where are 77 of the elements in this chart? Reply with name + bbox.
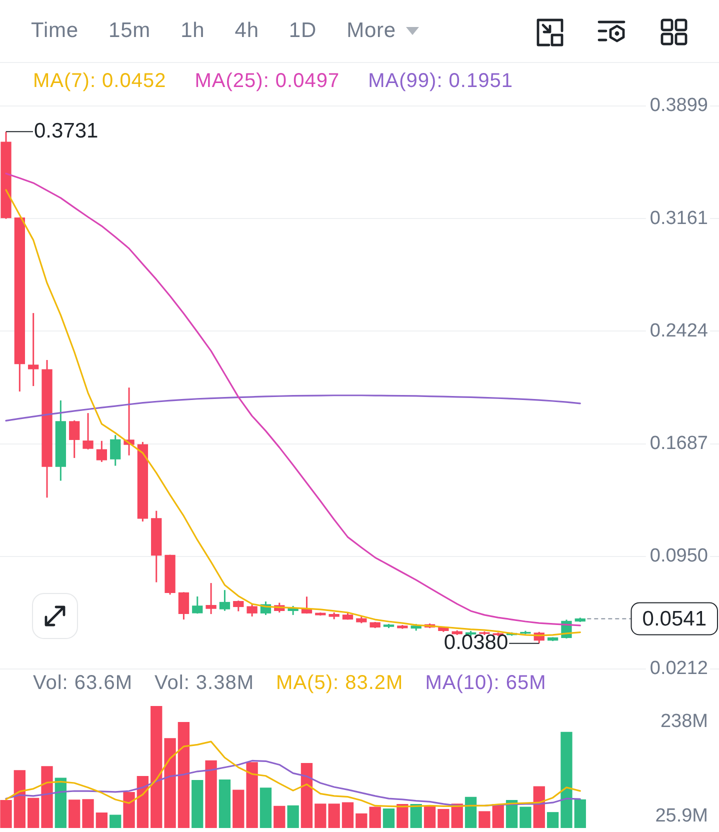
- bar: [314, 804, 326, 828]
- candlestick: [69, 420, 80, 459]
- text: MA(99): 0.1951: [368, 69, 513, 94]
- text: 15m: [108, 19, 151, 43]
- bar: [178, 722, 190, 828]
- bar: [150, 706, 162, 828]
- bar: [287, 805, 299, 828]
- bar: [424, 806, 436, 828]
- bar: [300, 763, 313, 828]
- y-tick-label: 0.0212: [650, 658, 708, 680]
- y-tick-label: 25.9M: [655, 806, 708, 827]
- text: 4h: [234, 19, 259, 43]
- text: MA(7): 0.0452: [33, 69, 166, 94]
- y-tick-label: 0.0950: [650, 546, 708, 567]
- text: Vol: 3.38M: [154, 671, 254, 696]
- y-tick-label: 0.2424: [650, 320, 708, 342]
- candlestick: [96, 440, 108, 463]
- text: MA(25): 0.0497: [194, 69, 340, 94]
- bar: [369, 806, 381, 828]
- bar: [546, 812, 559, 828]
- text: 1h: [180, 19, 205, 43]
- bar: [410, 804, 422, 828]
- bar: [136, 776, 149, 828]
- bar: [342, 802, 354, 828]
- bar: [533, 786, 545, 828]
- bar: [438, 808, 450, 828]
- bar: [396, 804, 408, 828]
- annotation: 0.0380: [444, 631, 508, 654]
- y-tick-label: 0.1687: [650, 433, 708, 454]
- candlestick: [206, 582, 216, 615]
- candlestick: [246, 602, 258, 618]
- text: Time: [31, 19, 78, 43]
- bar: [464, 796, 477, 828]
- text: MA(5): 83.2M: [276, 671, 404, 696]
- text: More: [346, 19, 396, 43]
- bar: [260, 788, 272, 828]
- text: MA(10): 65M: [425, 671, 546, 696]
- bar: [274, 806, 286, 828]
- bar: [28, 798, 40, 828]
- bar: [0, 800, 12, 828]
- bar: [246, 762, 258, 828]
- y-tick-label: 0.3161: [650, 208, 708, 229]
- bar: [192, 780, 204, 828]
- bar: [54, 778, 67, 828]
- bar: [41, 766, 53, 828]
- bar: [205, 760, 217, 828]
- ref-line-label: 0.0541: [642, 608, 706, 631]
- text: 1D: [288, 19, 317, 43]
- bar: [14, 770, 26, 828]
- candlestick: [219, 589, 230, 612]
- bar: [110, 814, 122, 828]
- bar: [574, 799, 586, 828]
- candlestick: [178, 591, 190, 620]
- candlestick: [233, 600, 244, 612]
- candlestick: [110, 434, 121, 467]
- bar: [328, 804, 340, 828]
- candlestick: [192, 596, 203, 614]
- bar: [356, 813, 368, 828]
- bar: [164, 738, 176, 828]
- bar: [506, 800, 518, 828]
- bar: [492, 804, 504, 828]
- candlestick: [82, 412, 94, 450]
- bar: [232, 790, 244, 828]
- series-label: Vol: 63.6M: [33, 671, 133, 696]
- y-tick-label: 0.3899: [650, 95, 708, 116]
- bar: [382, 808, 395, 828]
- bar: [82, 799, 94, 828]
- annotation: 0.3731: [34, 119, 98, 142]
- bar: [218, 780, 231, 828]
- bar: [560, 732, 572, 828]
- candlestick: [28, 312, 39, 387]
- bar: [520, 806, 532, 828]
- bar: [123, 792, 135, 828]
- bar: [96, 812, 108, 828]
- bar: [68, 800, 80, 828]
- y-tick-label: 238M: [660, 711, 708, 732]
- bar: [478, 811, 490, 828]
